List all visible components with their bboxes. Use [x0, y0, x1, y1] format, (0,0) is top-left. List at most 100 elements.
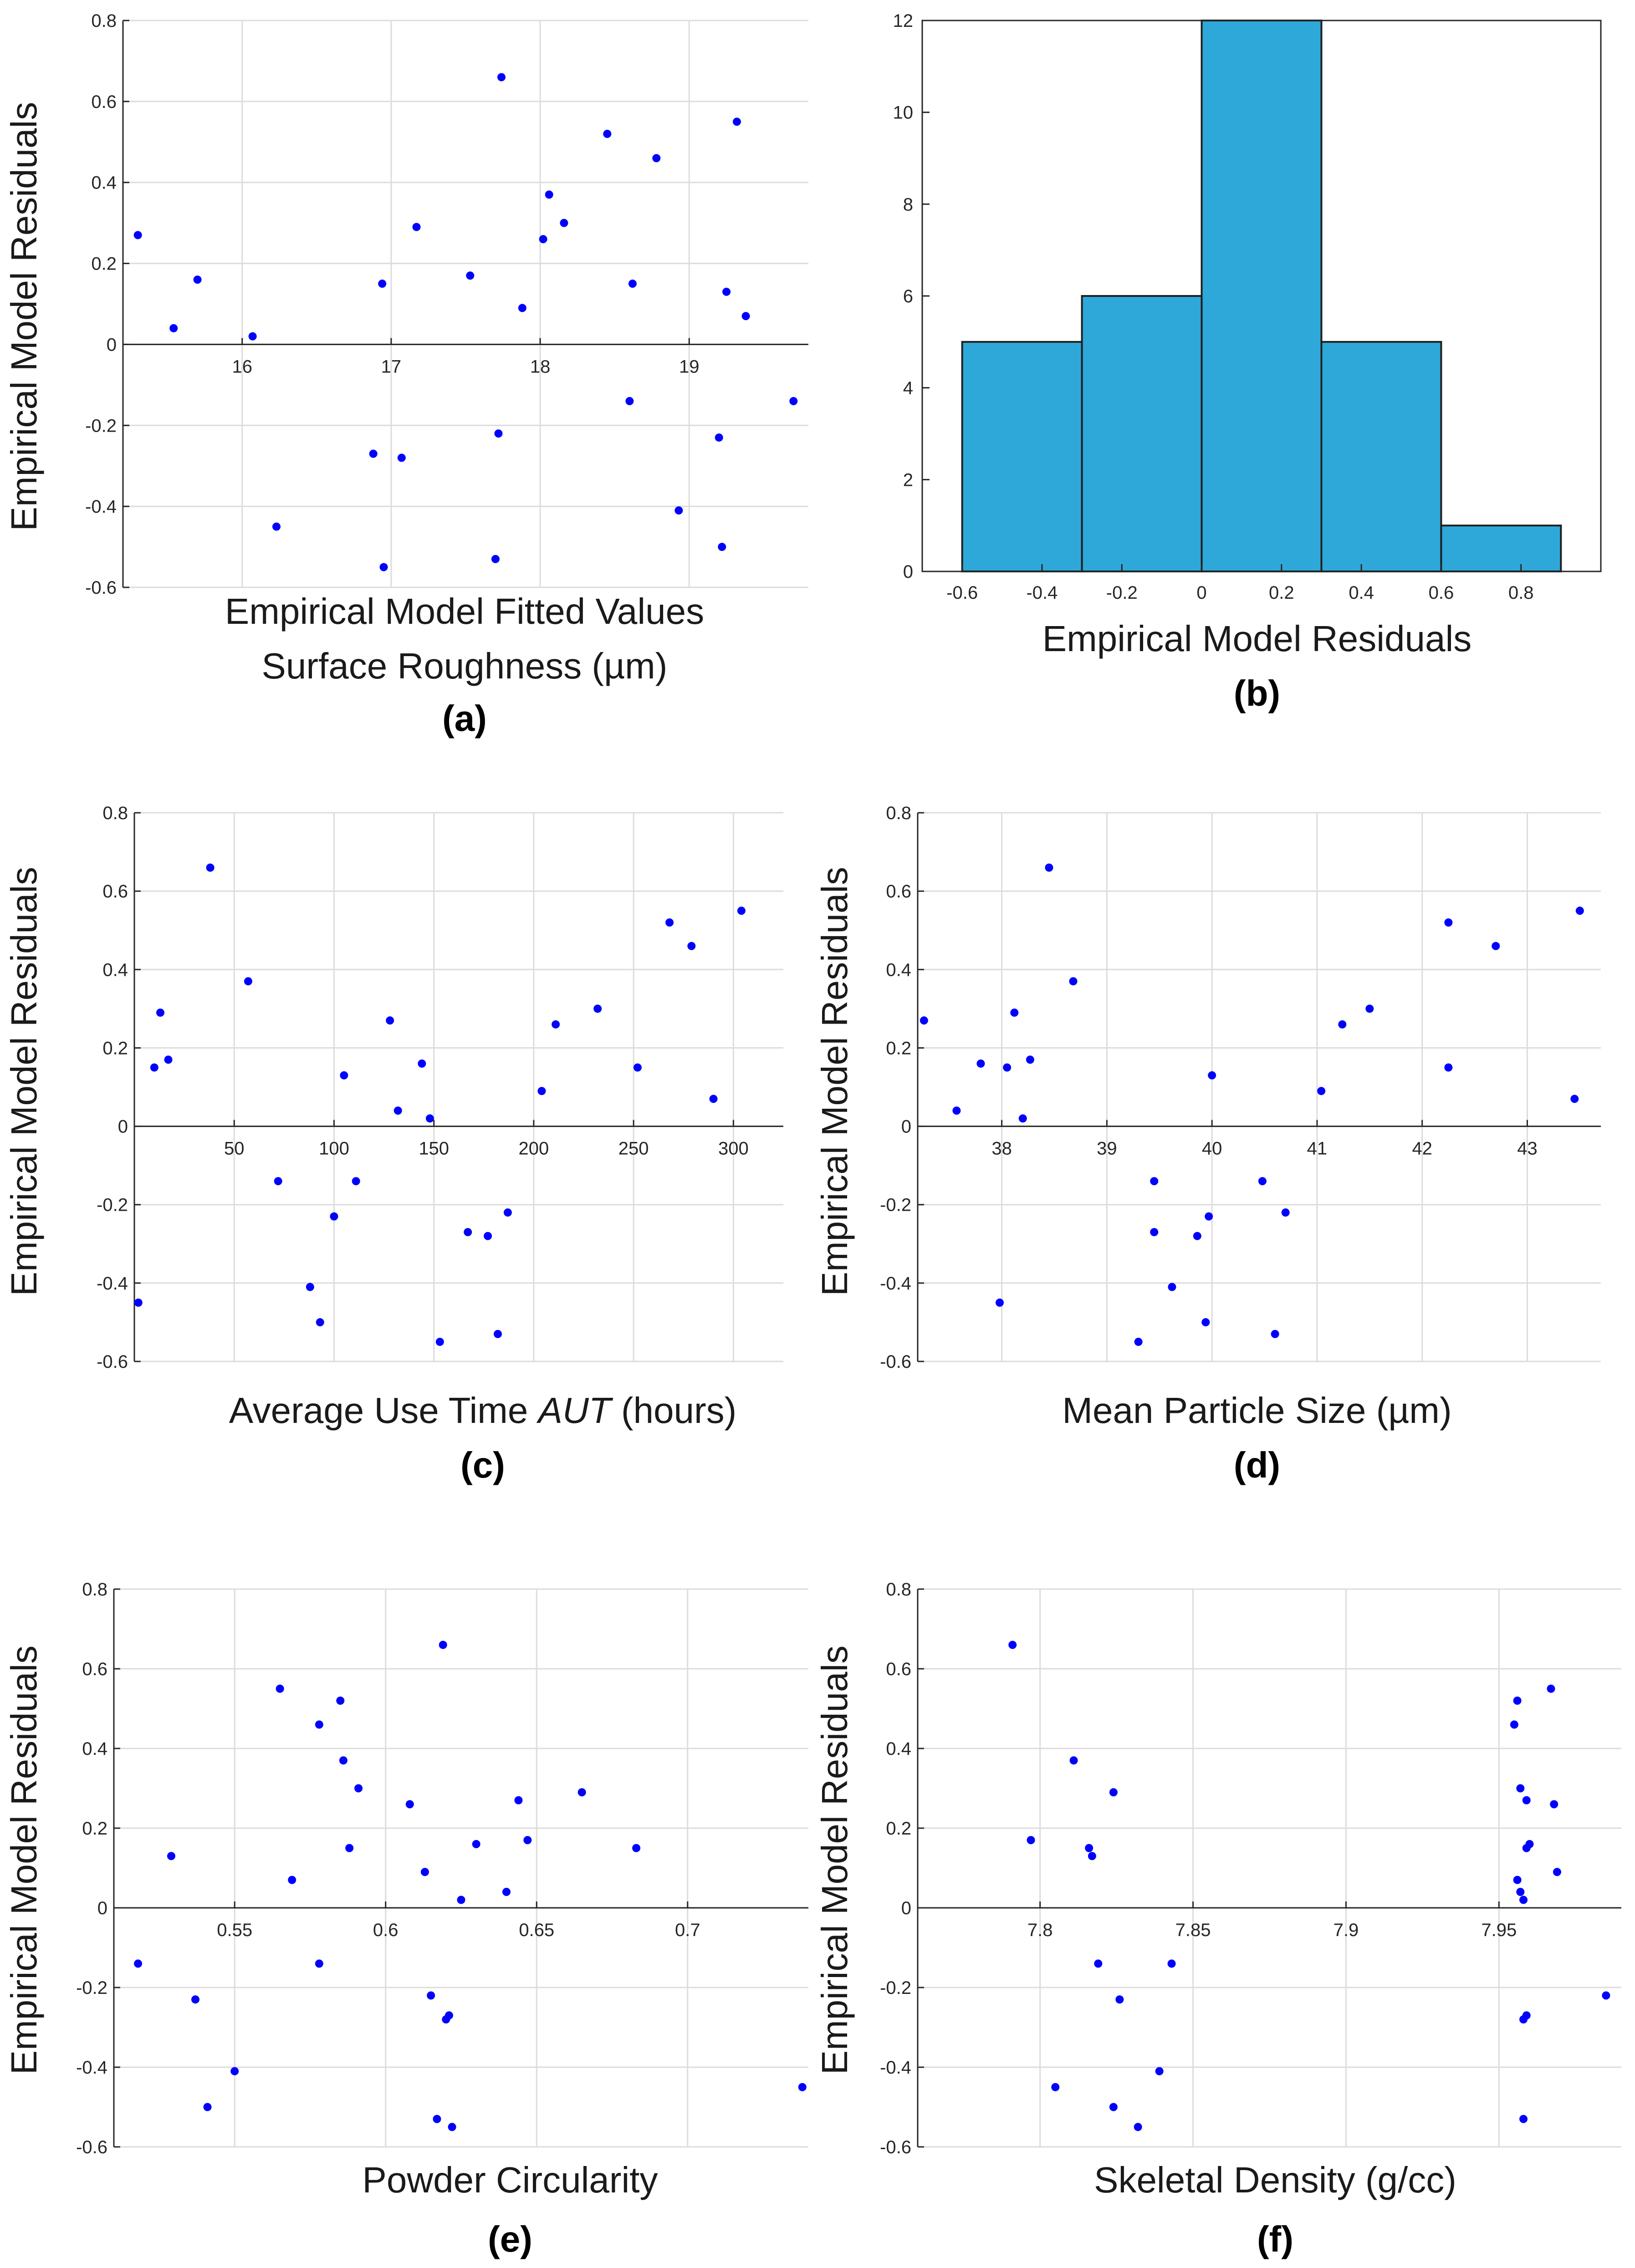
panel-f-point-7 — [1109, 1788, 1118, 1797]
panel-a-point-12 — [494, 429, 503, 438]
panel-d-xtick-label-2: 40 — [1202, 1139, 1222, 1159]
panel-d-xtick-label-5: 43 — [1517, 1139, 1538, 1159]
panel-a-ytick-label-7: 0.8 — [91, 11, 117, 31]
panel-c-point-19 — [494, 1330, 502, 1338]
panel-a-point-23 — [715, 433, 723, 442]
panel-e-point-22 — [472, 1840, 480, 1848]
panel-e-ytick-label-7: 0.8 — [82, 1580, 107, 1600]
panel-f-point-20 — [1519, 2115, 1528, 2123]
panel-d-point-23 — [1365, 1004, 1374, 1013]
panel-c-xlabel-text: Average Use Time — [229, 1390, 538, 1431]
panel-f-point-19 — [1519, 1896, 1528, 1904]
panel-f-ylabel: Empirical Model Residuals — [814, 1646, 855, 2075]
panel-d-point-4 — [1003, 1063, 1012, 1072]
panel-c-ytick-label-4: 0.2 — [102, 1038, 128, 1058]
panel-d-point-6 — [1018, 1114, 1027, 1123]
panel-a-label: (a) — [442, 698, 487, 739]
panel-a-point-15 — [539, 235, 547, 244]
panel-a-xtick-label-2: 18 — [530, 357, 551, 377]
panel-c-point-21 — [537, 1087, 546, 1096]
panel-e-point-7 — [315, 1720, 323, 1729]
panel-f-point-6 — [1094, 1959, 1103, 1968]
panel-b-plot: 0 2 4 6 8 10 12 -0.6 -0.4 -0.2 0 0.2 0.4 0.6 0.8 — [893, 11, 1602, 603]
panel-b-ytick-label-6: 12 — [893, 11, 914, 31]
panel-f-point-0 — [1008, 1641, 1017, 1649]
panel-b-ytick-label-0: 0 — [903, 562, 913, 582]
panel-f-point-23 — [1522, 1796, 1531, 1804]
panel-e: -0.6-0.4-0.200.20.40.60.80.55 0.6 0.65 0.7 … — [4, 1580, 808, 2259]
panel-c-point-4 — [206, 863, 215, 872]
panel-c-xtick-label-2: 150 — [419, 1139, 449, 1159]
panel-d-point-13 — [1168, 1283, 1176, 1291]
panel-c-point-25 — [665, 918, 674, 927]
panel-f-point-22 — [1522, 2011, 1531, 2020]
panel-f-ytick-label-5: 0.4 — [886, 1739, 911, 1759]
panel-d: -0.6 -0.4 -0.2 0 0.2 0.4 0.6 0.8 38 39 40 41 42 43 Em… — [814, 803, 1601, 1485]
panel-d-ytick-label-4: 0.2 — [886, 1038, 911, 1058]
panel-e-point-12 — [354, 1784, 363, 1793]
panel-f-point-3 — [1069, 1756, 1078, 1765]
panel-b-xtick-label-3: 0 — [1196, 583, 1206, 603]
panel-f: -0.6-0.4-0.200.20.40.60.87.8 7.85 7.9 7.95 … — [814, 1580, 1621, 2259]
panel-a-point-10 — [466, 271, 475, 280]
panel-f-point-5 — [1088, 1852, 1096, 1860]
panel-c-point-18 — [484, 1232, 492, 1240]
panel-d-point-2 — [976, 1059, 985, 1068]
panel-a-point-2 — [193, 275, 202, 284]
panel-a-point-28 — [789, 397, 798, 405]
panel-d-point-26 — [1492, 942, 1500, 950]
panel-a-point-8 — [397, 454, 406, 462]
panel-c-ytick-label-7: 0.8 — [102, 803, 128, 823]
panel-a-plot: -0.6 -0.4 -0.2 0 0.2 0.4 0.6 0.8 16 17 18 19 — [85, 11, 808, 598]
panel-e-point-0 — [134, 1959, 143, 1968]
panel-a-point-22 — [674, 506, 683, 515]
panel-f-point-17 — [1516, 1888, 1525, 1896]
panel-b-xtick-label-7: 0.8 — [1508, 583, 1534, 603]
panel-a-ytick-label-1: -0.4 — [85, 497, 117, 517]
panel-f-point-24 — [1525, 1840, 1534, 1848]
panel-d-point-16 — [1205, 1212, 1213, 1221]
panel-f-point-9 — [1115, 1995, 1124, 2004]
panel-f-xtick-label-0: 7.8 — [1027, 1920, 1053, 1940]
panel-c-point-1 — [150, 1063, 158, 1072]
panel-b: 0 2 4 6 8 10 12 -0.6 -0.4 -0.2 0 0.2 0.4 0.6 0.8 Empir… — [893, 11, 1602, 714]
panel-b-bar-3 — [1320, 341, 1442, 572]
panel-d-point-19 — [1271, 1330, 1279, 1338]
panel-f-point-14 — [1513, 1697, 1522, 1705]
panel-e-xtick-label-1: 0.6 — [373, 1920, 399, 1940]
panel-a-point-17 — [560, 219, 568, 227]
panel-e-point-23 — [502, 1888, 511, 1896]
panel-a-point-3 — [248, 332, 257, 341]
panel-d-xtick-label-3: 41 — [1307, 1139, 1328, 1159]
panel-e-point-9 — [336, 1697, 345, 1705]
panel-e-xlabel: Powder Circularity — [362, 2160, 658, 2200]
panel-d-ytick-label-5: 0.4 — [886, 960, 911, 980]
panel-a-point-20 — [628, 280, 637, 288]
panel-f-point-13 — [1510, 1720, 1518, 1729]
panel-e-ytick-label-5: 0.4 — [82, 1739, 107, 1759]
panel-c-point-11 — [352, 1177, 360, 1186]
panel-c-point-24 — [633, 1063, 642, 1072]
panel-a-point-6 — [378, 280, 387, 288]
panel-c-xtick-label-0: 50 — [224, 1139, 245, 1159]
panel-d-xlabel: Mean Particle Size (µm) — [1062, 1390, 1451, 1431]
panel-a-point-14 — [518, 304, 526, 312]
panel-e-point-21 — [457, 1896, 465, 1904]
panel-b-xtick-label-1: -0.4 — [1026, 583, 1058, 603]
panel-a-point-16 — [545, 190, 553, 199]
panel-b-ytick-label-5: 10 — [893, 103, 914, 123]
panel-e-point-8 — [315, 1959, 323, 1968]
panel-b-bar-2 — [1201, 20, 1323, 572]
panel-a-ytick-label-4: 0.2 — [91, 254, 117, 274]
panel-e-plot: -0.6 -0.4 -0.2 0 0.2 0.4 0.6 0.8 0.55 0.6 0.65 0.7 — [76, 1580, 808, 2157]
panel-a-ylabel: Empirical Model Residuals — [4, 102, 44, 531]
panel-d-point-5 — [1010, 1008, 1019, 1017]
panel-a-point-7 — [379, 563, 388, 571]
panel-d-ytick-label-1: -0.4 — [880, 1274, 911, 1294]
panel-a-point-18 — [603, 130, 612, 138]
panel-a-ytick-label-6: 0.6 — [91, 92, 117, 112]
panel-e-point-26 — [577, 1788, 586, 1797]
panel-c-ytick-label-0: -0.6 — [97, 1352, 128, 1372]
panel-f-point-27 — [1553, 1868, 1561, 1876]
panel-e-point-17 — [439, 1641, 447, 1649]
